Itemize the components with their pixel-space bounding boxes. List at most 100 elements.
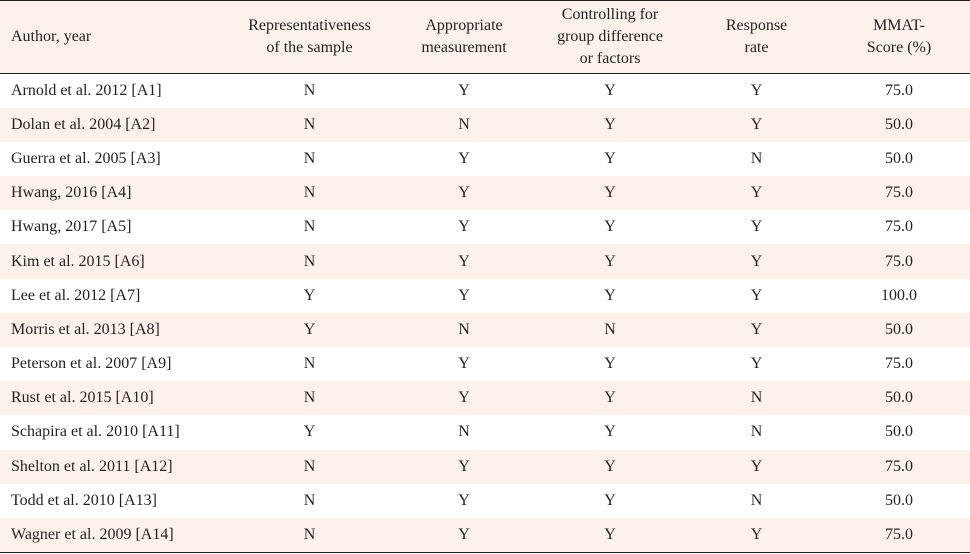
table-row: Morris et al. 2013 [A8] Y N N Y 50.0 (0, 312, 970, 347)
cell-appropriate-measurement: Y (458, 457, 470, 475)
cell-mmat-score: 50.0 (885, 149, 913, 167)
cell-mmat-score: 75.0 (828, 517, 970, 553)
cell-appropriate-measurement: N (458, 320, 470, 338)
header-line: Appropriate (425, 17, 503, 34)
cell-mmat-score: 75.0 (885, 457, 913, 475)
cell-controlling-for-factors: Y (604, 252, 616, 270)
cell-appropriate-measurement: N (458, 115, 470, 133)
cell-author-year: Arnold et al. 2012 [A1] (11, 81, 162, 99)
cell-author-year: Kim et al. 2015 [A6] (11, 252, 145, 270)
cell-controlling-for-factors: Y (604, 491, 616, 509)
cell-controlling-for-factors: Y (604, 218, 616, 236)
cell-mmat-score: 75.0 (885, 355, 913, 373)
cell-controlling-for-factors: Y (604, 149, 616, 167)
cell-author-year: Wagner et al. 2009 [A14] (0, 517, 226, 553)
header-line: Response (725, 17, 788, 34)
cell-controlling-for-factors: Y (604, 184, 616, 202)
header-line: or factors (579, 50, 641, 67)
cell-response-rate: Y (750, 218, 763, 236)
cell-appropriate-measurement: Y (458, 184, 470, 202)
header-line: Score (%) (866, 39, 932, 56)
cell-appropriate-measurement: Y (458, 149, 470, 167)
table-row: Schapira et al. 2010 [A11] Y N Y N 50.0 (0, 415, 970, 449)
cell-appropriate-measurement: Y (458, 218, 470, 236)
cell-representativeness: N (303, 149, 316, 167)
cell-representativeness: N (226, 517, 393, 553)
cell-author-year: Hwang, 2017 [A5] (11, 218, 132, 236)
cell-appropriate-measurement: Y (458, 491, 470, 509)
header-representativeness: Representativeness of the sample (226, 0, 393, 74)
cell-response-rate: Y (750, 81, 763, 99)
cell-representativeness: Y (303, 286, 316, 304)
table-body: Arnold et al. 2012 [A1] N Y Y Y 75.0 Dolan et … (0, 74, 970, 553)
cell-response-rate: Y (750, 252, 763, 270)
header-response-rate: Response rate (685, 0, 828, 74)
table-row: Dolan et al. 2004 [A2] N N Y Y 50.0 (0, 107, 970, 142)
header-line: Author, year (11, 28, 92, 45)
cell-author-year: Morris et al. 2013 [A8] (11, 320, 160, 338)
header-line: rate (744, 39, 769, 56)
cell-mmat-score: 75.0 (885, 81, 913, 99)
header-appropriate-measurement: Appropriate measurement (393, 0, 535, 74)
table-row: Shelton et al. 2011 [A12] N Y Y Y 75.0 (0, 449, 970, 484)
cell-mmat-score: 75.0 (885, 218, 913, 236)
cell-response-rate: Y (750, 184, 763, 202)
table-row: Rust et al. 2015 [A10] N Y Y N 50.0 (0, 381, 970, 416)
cell-controlling-for-factors: Y (535, 517, 685, 553)
table-row: Hwang, 2016 [A4] N Y Y Y 75.0 (0, 176, 970, 211)
cell-controlling-for-factors: Y (604, 355, 616, 373)
table-row: Arnold et al. 2012 [A1] N Y Y Y 75.0 (0, 74, 970, 108)
cell-representativeness: Y (303, 320, 316, 338)
cell-controlling-for-factors: Y (604, 286, 616, 304)
cell-appropriate-measurement: Y (458, 355, 470, 373)
header-line: of the sample (266, 39, 353, 56)
cell-mmat-score: 75.0 (885, 184, 913, 202)
cell-controlling-for-factors: Y (604, 81, 616, 99)
cell-author-year: Hwang, 2016 [A4] (11, 184, 132, 202)
table-row: Wagner et al. 2009 [A14] N Y Y Y 75.0 (0, 517, 970, 553)
cell-representativeness: N (303, 184, 316, 202)
header-author-year: Author, year (0, 0, 226, 74)
cell-author-year: Dolan et al. 2004 [A2] (11, 115, 156, 133)
cell-author-year: Peterson et al. 2007 [A9] (11, 355, 172, 373)
cell-mmat-score: 50.0 (885, 423, 913, 441)
cell-author-year: Schapira et al. 2010 [A11] (11, 423, 180, 441)
header-line: measurement (421, 39, 507, 56)
cell-controlling-for-factors: Y (604, 389, 616, 407)
table-row: Hwang, 2017 [A5] N Y Y Y 75.0 (0, 210, 970, 244)
header-row: Author, year Representativeness of the s… (0, 0, 970, 74)
cell-controlling-for-factors: Y (604, 423, 616, 441)
cell-response-rate: N (750, 389, 763, 407)
cell-appropriate-measurement: Y (458, 81, 470, 99)
cell-representativeness: N (303, 81, 316, 99)
cell-author-year: Shelton et al. 2011 [A12] (11, 457, 173, 475)
cell-response-rate: N (750, 491, 763, 509)
cell-appropriate-measurement: Y (458, 389, 470, 407)
cell-controlling-for-factors: Y (604, 115, 616, 133)
cell-author-year: Guerra et al. 2005 [A3] (11, 149, 161, 167)
header-line: group difference (557, 28, 663, 45)
cell-mmat-score: 50.0 (885, 115, 913, 133)
cell-author-year: Rust et al. 2015 [A10] (11, 389, 154, 407)
header-line: Controlling for (561, 6, 659, 23)
cell-response-rate: Y (750, 320, 763, 338)
table-row: Kim et al. 2015 [A6] N Y Y Y 75.0 (0, 244, 970, 279)
cell-response-rate: Y (685, 517, 828, 553)
cell-representativeness: N (303, 355, 316, 373)
cell-mmat-score: 100.0 (881, 286, 917, 304)
cell-response-rate: Y (750, 115, 763, 133)
cell-representativeness: N (303, 491, 316, 509)
table-row: Guerra et al. 2005 [A3] N Y Y N 50.0 (0, 142, 970, 176)
cell-appropriate-measurement: Y (393, 517, 535, 553)
cell-controlling-for-factors: Y (604, 457, 616, 475)
header-line: MMAT- (873, 17, 925, 34)
cell-author-year: Lee et al. 2012 [A7] (11, 286, 141, 304)
cell-representativeness: N (303, 389, 316, 407)
cell-response-rate: Y (750, 457, 763, 475)
header-line: Representativeness (248, 17, 371, 34)
cell-response-rate: N (750, 423, 763, 441)
cell-author-year: Todd et al. 2010 [A13] (11, 491, 157, 509)
cell-representativeness: Y (303, 423, 316, 441)
cell-representativeness: N (303, 115, 316, 133)
header-controlling-for-group-difference: Controlling for group difference or fact… (535, 0, 685, 74)
